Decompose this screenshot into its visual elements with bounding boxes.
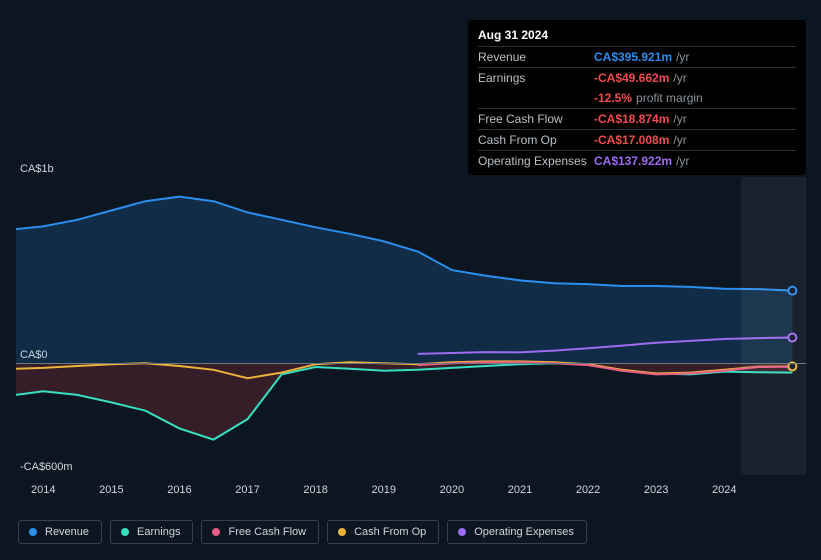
legend-item[interactable]: Operating Expenses — [447, 520, 587, 544]
legend-label: Revenue — [45, 526, 89, 538]
tooltip-row-label: Earnings — [478, 69, 594, 87]
tooltip-row: Earnings-CA$49.662m/yr — [478, 67, 796, 88]
tooltip-row-suffix: /yr — [673, 110, 686, 128]
y-tick-label: CA$0 — [20, 349, 48, 361]
y-tick-label: CA$1b — [20, 163, 54, 175]
tooltip-row: Free Cash Flow-CA$18.874m/yr — [478, 108, 796, 129]
data-tooltip: Aug 31 2024 RevenueCA$395.921m/yrEarning… — [468, 20, 806, 175]
tooltip-row-label — [478, 89, 594, 107]
tooltip-row-value: -CA$18.874m — [594, 110, 669, 128]
tooltip-row-value: CA$137.922m — [594, 152, 672, 170]
y-tick-label: -CA$600m — [20, 461, 73, 473]
tooltip-row-suffix: /yr — [676, 48, 689, 66]
tooltip-row: -12.5%profit margin — [478, 88, 796, 108]
x-tick-label: 2022 — [576, 484, 600, 496]
legend-swatch — [458, 528, 466, 536]
zero-axis-line — [16, 363, 806, 364]
x-tick-label: 2023 — [644, 484, 668, 496]
legend-swatch — [29, 528, 37, 536]
legend-label: Earnings — [137, 526, 180, 538]
tooltip-row-value: CA$395.921m — [594, 48, 672, 66]
x-tick-label: 2018 — [303, 484, 327, 496]
x-tick-label: 2024 — [712, 484, 736, 496]
chart-legend: Revenue Earnings Free Cash Flow Cash From O… — [18, 520, 587, 544]
tooltip-row-value: -12.5% — [594, 89, 632, 107]
x-tick-label: 2021 — [508, 484, 532, 496]
hover-band — [741, 177, 806, 475]
tooltip-row-value: -CA$49.662m — [594, 69, 669, 87]
legend-item[interactable]: Earnings — [110, 520, 193, 544]
legend-swatch — [212, 528, 220, 536]
x-tick-label: 2016 — [167, 484, 191, 496]
plot-svg — [16, 177, 806, 475]
x-tick-label: 2014 — [31, 484, 55, 496]
tooltip-row: Operating ExpensesCA$137.922m/yr — [478, 150, 796, 171]
tooltip-row-label: Operating Expenses — [478, 152, 594, 170]
tooltip-row-value: -CA$17.008m — [594, 131, 669, 149]
tooltip-row-suffix: /yr — [673, 131, 686, 149]
legend-label: Operating Expenses — [474, 526, 574, 538]
x-tick-label: 2020 — [440, 484, 464, 496]
tooltip-row-suffix: /yr — [673, 69, 686, 87]
financial-chart: CA$1b CA$0 -CA$600m 2014 2015 2016 2017 2018 20… — [0, 0, 821, 560]
tooltip-row-suffix: /yr — [676, 152, 689, 170]
tooltip-row: RevenueCA$395.921m/yr — [478, 46, 796, 67]
x-tick-label: 2019 — [372, 484, 396, 496]
x-tick-label: 2017 — [235, 484, 259, 496]
legend-item[interactable]: Revenue — [18, 520, 102, 544]
tooltip-row-label: Free Cash Flow — [478, 110, 594, 128]
legend-swatch — [121, 528, 129, 536]
legend-item[interactable]: Free Cash Flow — [201, 520, 319, 544]
tooltip-title: Aug 31 2024 — [478, 26, 796, 46]
tooltip-row-label: Revenue — [478, 48, 594, 66]
revenue-area — [16, 197, 792, 364]
legend-item[interactable]: Cash From Op — [327, 520, 439, 544]
legend-label: Free Cash Flow — [228, 526, 306, 538]
tooltip-row-label: Cash From Op — [478, 131, 594, 149]
x-tick-label: 2015 — [99, 484, 123, 496]
legend-label: Cash From Op — [354, 526, 426, 538]
tooltip-row: Cash From Op-CA$17.008m/yr — [478, 129, 796, 150]
legend-swatch — [338, 528, 346, 536]
tooltip-row-suffix: profit margin — [636, 89, 703, 107]
